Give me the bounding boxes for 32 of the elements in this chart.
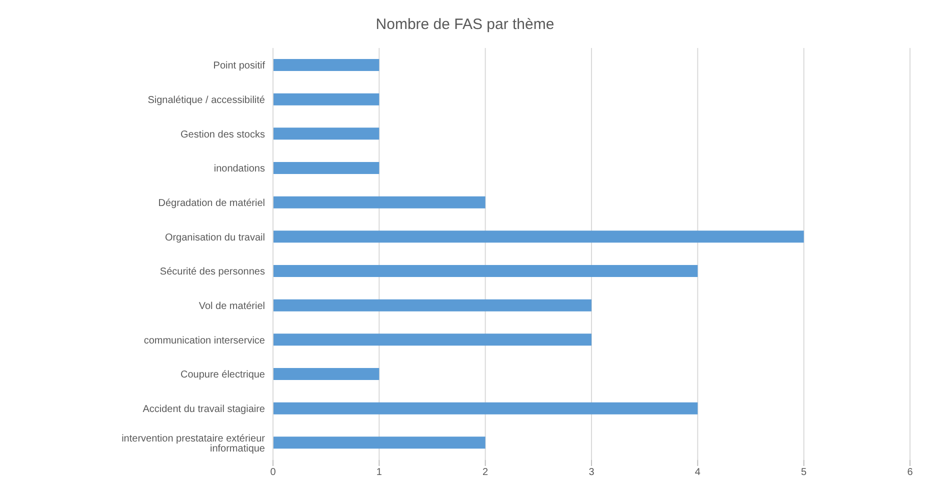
bar bbox=[273, 436, 486, 449]
bar bbox=[273, 162, 380, 174]
y-tick-label: intervention prestataire extérieur informatique bbox=[122, 433, 266, 454]
bar bbox=[273, 265, 698, 277]
y-tick-label: Coupure électrique bbox=[180, 370, 266, 381]
y-tick-label: Gestion des stocks bbox=[180, 129, 265, 140]
x-tick-label: 2 bbox=[482, 467, 489, 478]
bar bbox=[273, 93, 380, 106]
chart-title: Nombre de FAS par thème bbox=[374, 15, 556, 35]
bar bbox=[273, 196, 486, 208]
bar bbox=[273, 59, 380, 71]
y-tick-label: communication interservice bbox=[144, 335, 266, 346]
y-tick-label: Vol de matériel bbox=[198, 301, 265, 312]
y-tick-label: Accident du travail stagiaire bbox=[142, 404, 266, 416]
y-tick-label: Dégradation de matériel bbox=[158, 198, 265, 210]
y-tick-label: Organisation du travail bbox=[164, 232, 265, 244]
x-tick-label: 4 bbox=[694, 467, 701, 478]
bar bbox=[273, 334, 592, 346]
x-tick-label: 1 bbox=[376, 467, 382, 478]
bar bbox=[273, 128, 380, 140]
y-tick-label: inondations bbox=[214, 164, 265, 175]
y-tick-label: Point positif bbox=[213, 60, 266, 72]
x-tick-label: 6 bbox=[907, 467, 914, 478]
bar bbox=[273, 402, 698, 414]
y-tick-label: Sécurité des personnes bbox=[160, 266, 265, 278]
y-tick-label: Signalétique / accessibilité bbox=[148, 95, 266, 106]
x-tick-label: 5 bbox=[801, 467, 808, 478]
bar bbox=[273, 368, 380, 380]
bar bbox=[273, 230, 804, 243]
bar bbox=[273, 299, 592, 312]
x-tick-label: 3 bbox=[588, 467, 595, 478]
x-tick-label: 0 bbox=[270, 467, 276, 478]
